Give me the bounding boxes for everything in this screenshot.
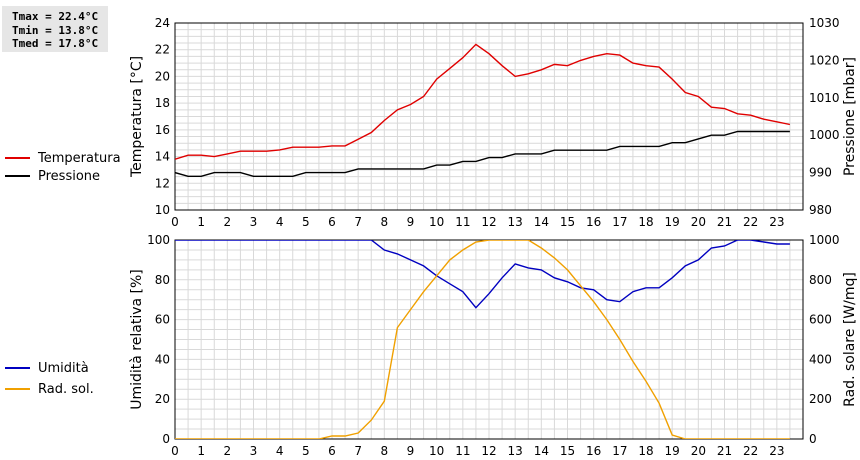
- x-tick-label: 9: [407, 215, 415, 229]
- x-tick-label: 15: [560, 444, 575, 458]
- x-tick-label: 17: [612, 444, 627, 458]
- right-tick-label: 1000: [809, 233, 840, 247]
- plot-frame: [174, 22, 804, 211]
- x-tick-label: 21: [717, 215, 732, 229]
- x-tick-label: 18: [638, 215, 653, 229]
- x-tick-label: 6: [328, 444, 336, 458]
- x-tick-label: 11: [455, 444, 470, 458]
- right-tick-label: 1010: [809, 91, 840, 105]
- x-tick-label: 10: [429, 444, 444, 458]
- right-tick-label: 1000: [809, 128, 840, 142]
- x-tick-label: 14: [534, 444, 549, 458]
- x-tick-label: 22: [743, 444, 758, 458]
- left-tick-label: 80: [155, 273, 170, 287]
- left-tick-label: 100: [147, 233, 170, 247]
- left-tick-label: 12: [155, 176, 170, 190]
- x-tick-label: 9: [407, 444, 415, 458]
- x-tick-label: 0: [171, 444, 179, 458]
- left-tick-label: 20: [155, 392, 170, 406]
- legend-label: Umidità: [38, 361, 89, 376]
- x-tick-label: 20: [691, 444, 706, 458]
- left-tick-label: 24: [155, 16, 170, 30]
- right-tick-label: 200: [809, 392, 832, 406]
- right-tick-label: 1020: [809, 53, 840, 67]
- x-tick-label: 7: [354, 444, 362, 458]
- series-line-rad-sol: [175, 240, 790, 439]
- x-tick-label: 4: [276, 215, 284, 229]
- x-tick-label: 2: [224, 215, 232, 229]
- x-tick-label: 15: [560, 215, 575, 229]
- x-tick-label: 6: [328, 215, 336, 229]
- x-tick-label: 8: [381, 444, 389, 458]
- left-tick-label: 10: [155, 203, 170, 217]
- x-tick-label: 10: [429, 215, 444, 229]
- legend-label: Rad. sol.: [38, 382, 94, 397]
- left-tick-label: 20: [155, 69, 170, 83]
- x-tick-label: 23: [769, 444, 784, 458]
- right-tick-label: 1030: [809, 16, 840, 30]
- x-tick-label: 19: [665, 215, 680, 229]
- tmin-label: Tmin = 13.8°C: [12, 23, 99, 37]
- x-tick-label: 19: [665, 444, 680, 458]
- series-line-temperatura: [175, 43, 791, 160]
- series-line-pressione: [175, 130, 790, 178]
- y-axis-title-right: Rad. solare [W/mq]: [842, 272, 858, 407]
- x-tick-label: 4: [276, 444, 284, 458]
- x-tick-label: 13: [508, 215, 523, 229]
- x-tick-label: 2: [224, 444, 232, 458]
- x-tick-label: 17: [612, 215, 627, 229]
- x-tick-label: 0: [171, 215, 179, 229]
- left-tick-label: 40: [155, 352, 170, 366]
- right-tick-label: 980: [809, 203, 832, 217]
- x-tick-label: 21: [717, 444, 732, 458]
- left-tick-label: 0: [162, 432, 170, 446]
- x-tick-label: 5: [302, 215, 310, 229]
- right-tick-label: 600: [809, 313, 832, 327]
- tmed-label: Tmed = 17.8°C: [12, 37, 99, 50]
- left-tick-label: 16: [155, 123, 170, 137]
- legend-label: Temperatura: [37, 151, 121, 166]
- x-tick-label: 3: [250, 444, 258, 458]
- right-tick-label: 800: [809, 273, 832, 287]
- stats-box: Tmax = 22.4°C Tmin = 13.8°C Tmed = 17.8°…: [2, 6, 108, 52]
- tmax-label: Tmax = 22.4°C: [12, 10, 99, 23]
- right-tick-label: 990: [809, 166, 832, 180]
- y-axis-title-left: Temperatura [°C]: [129, 56, 145, 178]
- series-line-umidit: [175, 240, 790, 309]
- legend-label: Pressione: [38, 169, 100, 184]
- x-tick-label: 16: [586, 444, 601, 458]
- x-tick-label: 20: [691, 215, 706, 229]
- x-tick-label: 12: [481, 444, 496, 458]
- x-tick-label: 12: [481, 215, 496, 229]
- left-tick-label: 18: [155, 96, 170, 110]
- left-tick-label: 22: [155, 43, 170, 57]
- x-tick-label: 8: [381, 215, 389, 229]
- x-tick-label: 7: [354, 215, 362, 229]
- right-tick-label: 0: [809, 432, 817, 446]
- x-tick-label: 1: [197, 444, 205, 458]
- x-tick-label: 1: [197, 215, 205, 229]
- left-tick-label: 14: [155, 150, 170, 164]
- x-tick-label: 18: [638, 444, 653, 458]
- x-tick-label: 5: [302, 444, 310, 458]
- x-tick-label: 13: [508, 444, 523, 458]
- x-tick-label: 22: [743, 215, 758, 229]
- x-tick-label: 3: [250, 215, 258, 229]
- x-tick-label: 16: [586, 215, 601, 229]
- left-tick-label: 60: [155, 313, 170, 327]
- x-tick-label: 14: [534, 215, 549, 229]
- y-axis-title-right: Pressione [mbar]: [842, 57, 858, 176]
- right-tick-label: 400: [809, 352, 832, 366]
- y-axis-title-left: Umidità relativa [%]: [129, 269, 145, 410]
- x-tick-label: 11: [455, 215, 470, 229]
- x-tick-label: 23: [769, 215, 784, 229]
